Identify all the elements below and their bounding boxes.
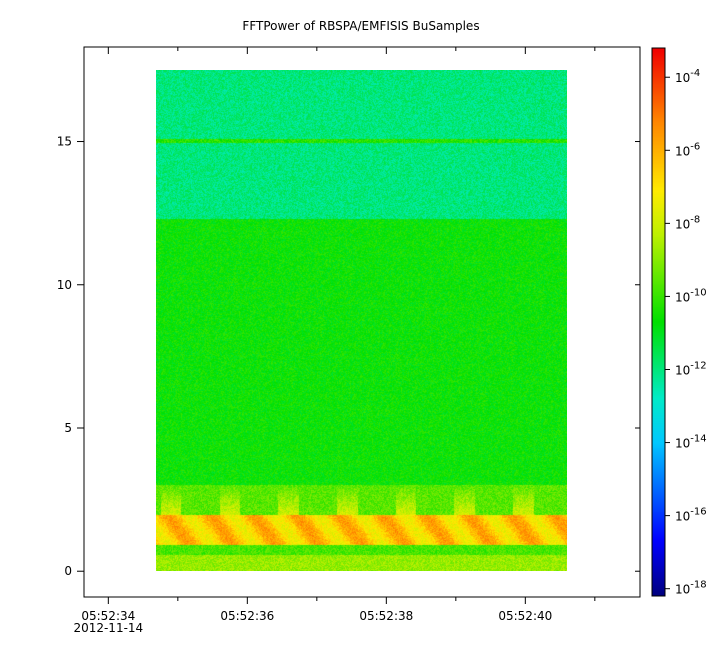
y-tick-label: 15 xyxy=(57,135,72,149)
colorbar-tick-label: 10-16 xyxy=(675,507,707,524)
colorbar-tick-label: 10-12 xyxy=(675,360,707,377)
x-tick-label: 05:52:34 xyxy=(81,609,135,623)
y-axis: 0 5 10 15 xyxy=(57,135,640,578)
colorbar-tick-label: 10-14 xyxy=(675,434,707,451)
x-tick-label: 05:52:36 xyxy=(220,609,274,623)
chart-title: FFTPower of RBSPA/EMFISIS BuSamples xyxy=(242,19,479,33)
colorbar-tick-label: 10-8 xyxy=(675,214,700,231)
y-tick-label: 0 xyxy=(64,564,72,578)
colorbar-tick-label: 10-6 xyxy=(675,141,700,158)
spectrogram-image xyxy=(156,70,567,571)
y-tick-label: 5 xyxy=(64,421,72,435)
colorbar-tick-label: 10-10 xyxy=(675,287,707,304)
x-tick-label: 05:52:38 xyxy=(359,609,413,623)
y-tick-label: 10 xyxy=(57,278,72,292)
colorbar xyxy=(652,48,665,596)
x-tick-label: 05:52:40 xyxy=(498,609,552,623)
x-tick-sublabel: 2012-11-14 xyxy=(73,621,143,635)
colorbar-tick-label: 10-4 xyxy=(675,68,700,85)
colorbar-frame xyxy=(651,47,666,597)
colorbar-tick-label: 10-18 xyxy=(675,580,707,597)
colorbar-axis: 10-4 10-6 10-8 10-10 10-12 10-14 10-16 10-18 xyxy=(665,68,707,597)
